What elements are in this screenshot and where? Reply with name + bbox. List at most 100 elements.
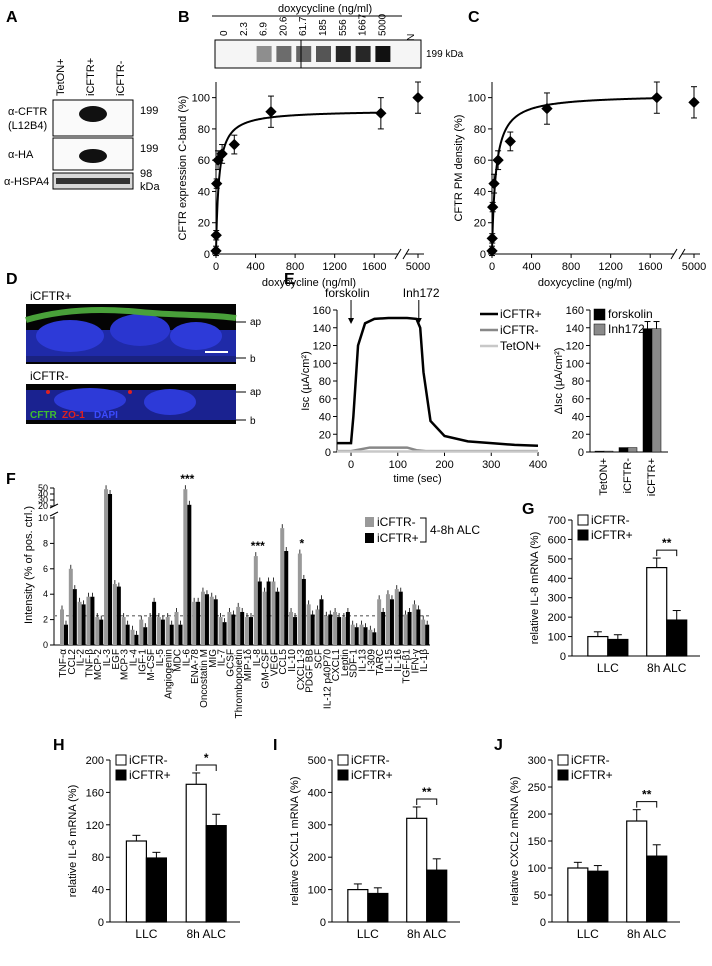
- bar-icftr-: [626, 820, 648, 923]
- category-label: MIG: [208, 649, 219, 668]
- y-axis-label: Isc (µA/cm²): [300, 351, 312, 411]
- panel-b-blot: doxycycline (ng/ml) 0 2.3 6.9 20.6 61.7 185 55…: [212, 3, 464, 69]
- y-tick-label: 80: [92, 852, 104, 864]
- category-label: EGF: [111, 649, 122, 670]
- significance-marker: **: [662, 536, 672, 550]
- bar-icftr+: [152, 601, 157, 645]
- y-tick-label: 300: [308, 820, 326, 832]
- bar-icftr+: [407, 611, 412, 645]
- bar-icftr-: [209, 596, 214, 645]
- bar-icftr+: [134, 634, 139, 645]
- dose-label: 5000: [377, 13, 388, 36]
- bar-icftr+: [275, 591, 280, 645]
- panel-label-b: B: [178, 9, 190, 26]
- legend-brace: [420, 517, 427, 543]
- y-tick-label: 700: [548, 515, 566, 527]
- bar-icftr+: [169, 624, 174, 645]
- bar-icftr+: [607, 638, 629, 657]
- bar-icftr+: [249, 617, 253, 645]
- y-axis-label: relative IL-8 mRNA (%): [529, 532, 541, 644]
- x-tick-label: 0: [213, 261, 219, 273]
- nucleus-2: [110, 314, 170, 346]
- y-tick-label: 250: [528, 782, 546, 794]
- y-tick-label: 40: [474, 186, 486, 198]
- y-tick-label: 40: [198, 186, 210, 198]
- category-label: 8h ALC: [647, 661, 687, 675]
- category-label: IL-6: [181, 649, 192, 667]
- legend-swatch: [577, 529, 589, 541]
- bar-icftr-: [174, 611, 179, 645]
- blot-kda-label: 199 kDa: [426, 49, 464, 60]
- category-label: I-309: [366, 649, 377, 672]
- panel-label-c: C: [468, 9, 480, 26]
- data-point: [265, 106, 277, 118]
- x-tick-label: 400: [522, 261, 540, 273]
- category-label: Angiogenin: [164, 649, 175, 699]
- y-tick-label: 20: [198, 218, 210, 230]
- bar-icftr-: [121, 617, 126, 645]
- category-label: VEGF: [269, 649, 280, 676]
- zo1-dot-1: [46, 390, 50, 394]
- category-label: MCP-3: [120, 649, 131, 681]
- y-tick-label: 2: [43, 615, 48, 625]
- category-label: IL-1β: [419, 649, 430, 672]
- category-label: LLC: [577, 927, 599, 941]
- category-label: Oncostatin M: [199, 649, 210, 708]
- x-tick-label: 400: [246, 261, 264, 273]
- y-tick-label: 0: [540, 917, 546, 929]
- bar-icftr-: [245, 617, 249, 645]
- bar-icftr+: [367, 892, 389, 923]
- panel-label-a: A: [6, 9, 18, 26]
- x-tick-label: 100: [389, 459, 407, 471]
- significance-marker: *: [300, 537, 305, 551]
- cftr-apical-signal: [25, 307, 237, 323]
- x-tick-label: 5000: [406, 261, 430, 273]
- dose-labels: 0 2.3 6.9 20.6 61.7 185 556 1667 5000: [219, 13, 388, 36]
- category-label: IL-7: [217, 649, 228, 667]
- legend-label: iCFTR+: [591, 528, 633, 542]
- y-tick-label: 0: [98, 917, 104, 929]
- bar-icftr-: [125, 840, 148, 923]
- bar-icftr-: [385, 594, 390, 645]
- bar-icftr+: [293, 617, 298, 645]
- x-axis-label: doxycycline (ng/ml): [262, 277, 356, 289]
- bar-icftr+: [196, 601, 201, 645]
- bar-icftr-: [368, 629, 373, 645]
- dose-label: 20.6: [278, 16, 289, 36]
- y-tick-label: 30: [38, 495, 48, 505]
- bar-icftr-: [324, 615, 329, 645]
- y-tick-label: 150: [528, 836, 546, 848]
- significance-marker: ***: [251, 539, 265, 553]
- x-axis-label: time (sec): [393, 473, 441, 485]
- data-point: [492, 154, 504, 166]
- y-tick-label: 6: [43, 564, 48, 574]
- y-tick-label: 80: [572, 376, 584, 388]
- y-axis-break-mark: [49, 511, 59, 517]
- bar-icftr-: [192, 601, 197, 645]
- stain-dapi: DAPI: [94, 410, 118, 421]
- legend-swatch: [577, 514, 589, 526]
- basal-band-top: [26, 356, 236, 362]
- category-label: IL-10: [287, 649, 298, 672]
- y-tick-label: 160: [566, 305, 584, 317]
- bar-icftr-: [289, 611, 294, 645]
- legend-label: iCFTR-: [129, 753, 168, 767]
- y-tick-label: 60: [319, 394, 331, 406]
- category-label: TetON+: [598, 458, 610, 496]
- significance-bracket: [656, 549, 678, 557]
- data-point: [688, 96, 700, 108]
- category-label: TARC: [375, 649, 386, 675]
- y-tick-label: 80: [474, 124, 486, 136]
- y-tick-label: 120: [86, 820, 104, 832]
- category-label: LLC: [597, 661, 619, 675]
- axis-break-mark: [670, 248, 678, 260]
- dose-label: 61.7: [298, 16, 309, 36]
- y-tick-label: 20: [572, 429, 584, 441]
- bar-icftr+: [240, 611, 245, 645]
- category-label: IFN-γ: [410, 649, 421, 673]
- bar-icftr+: [90, 596, 95, 645]
- category-label: IL-13: [358, 649, 369, 672]
- bar-icftr-: [359, 624, 364, 645]
- category-label: ENA-78: [190, 649, 201, 684]
- category-label: IL-2: [76, 649, 87, 667]
